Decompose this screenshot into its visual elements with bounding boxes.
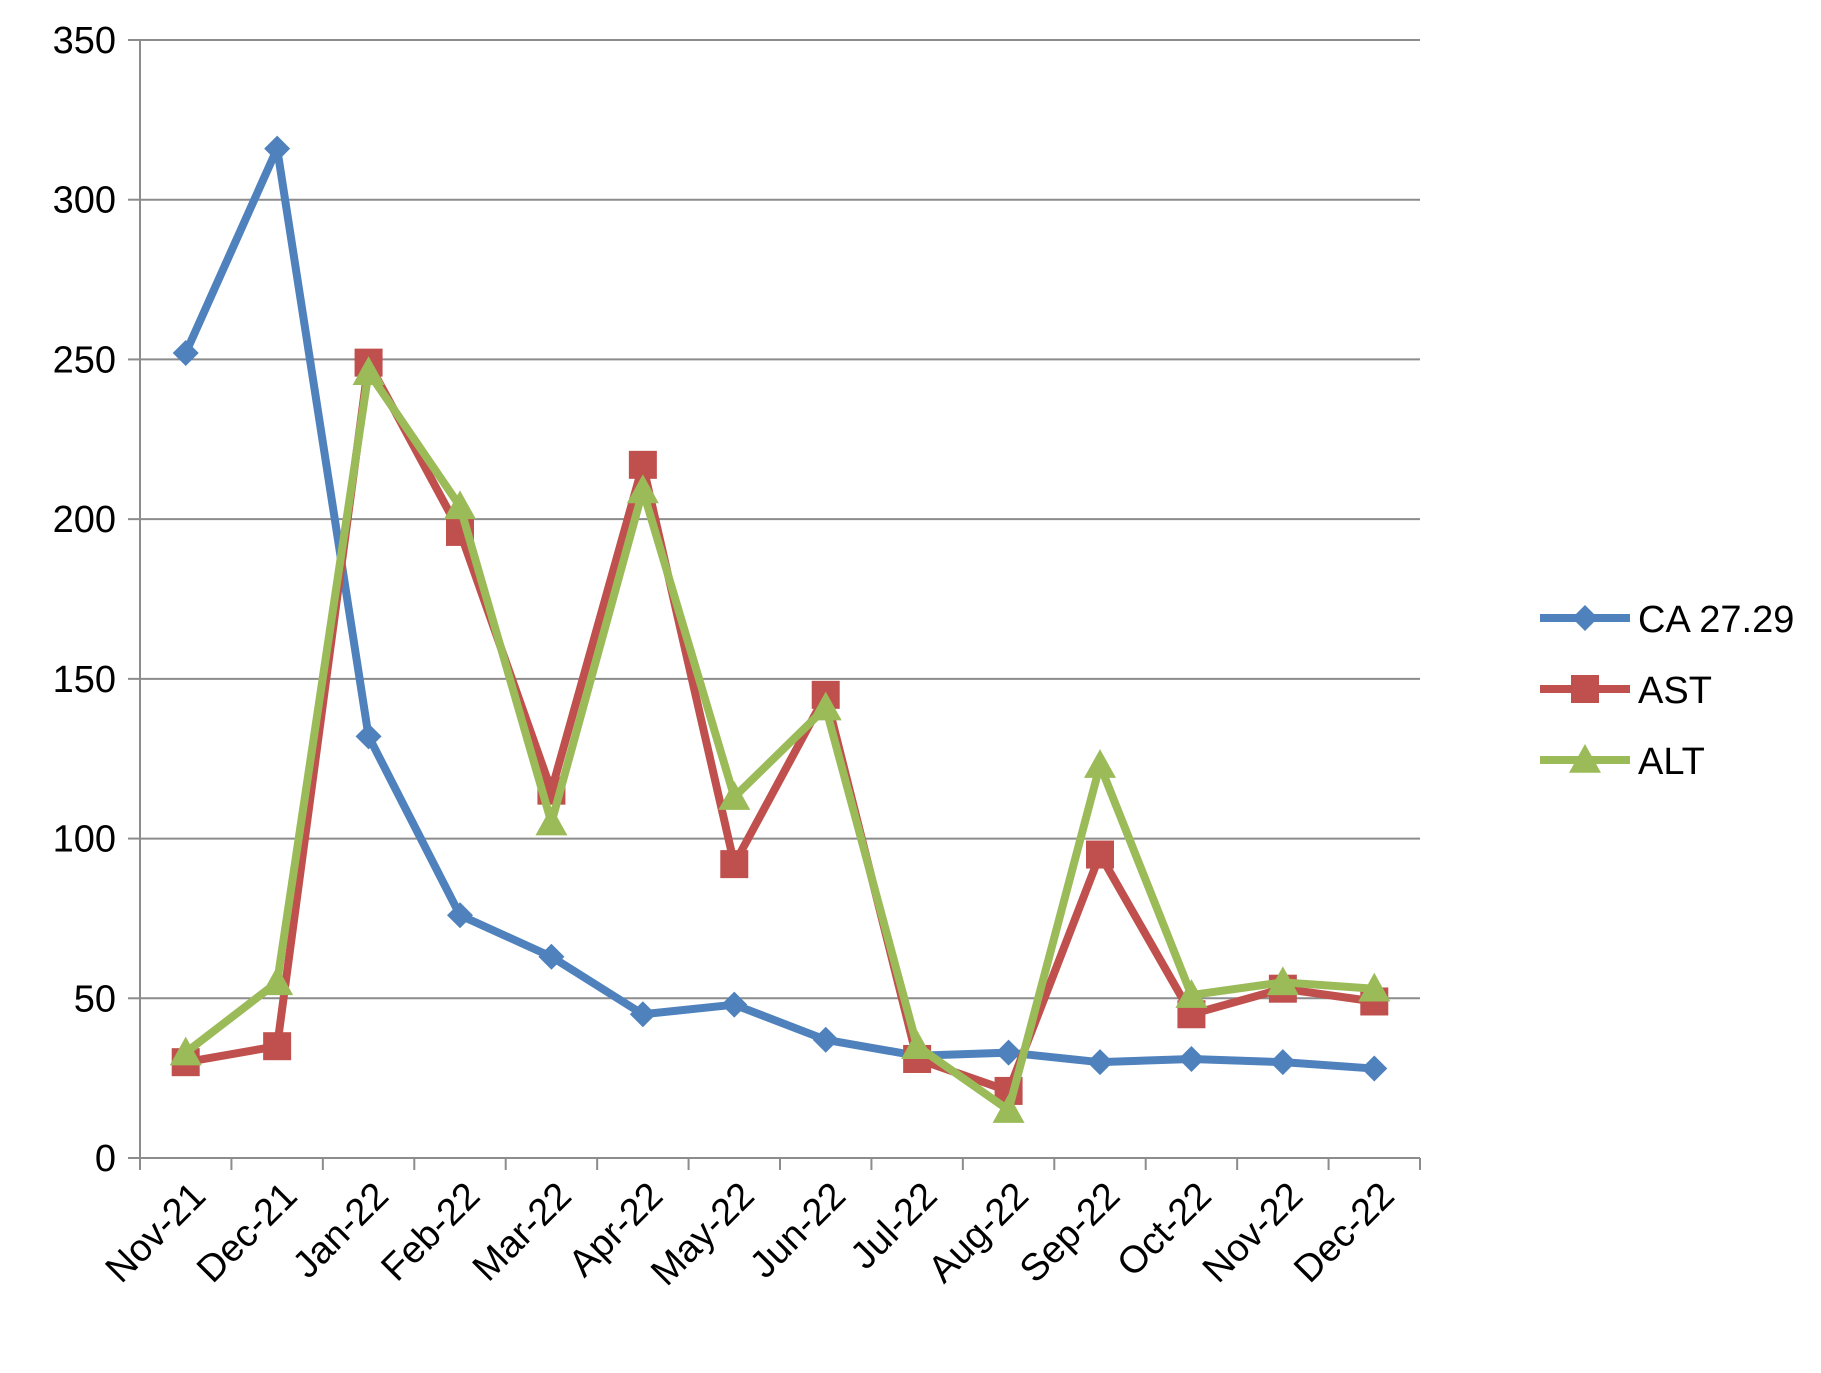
data-point-ast xyxy=(628,450,657,479)
legend-label: ALT xyxy=(1638,741,1705,783)
data-point-alt xyxy=(444,490,476,520)
x-tick-label: Feb-22 xyxy=(374,1175,489,1290)
legend: CA 27.29 AST ALT xyxy=(1540,599,1794,783)
x-tick-label: May-22 xyxy=(643,1175,762,1294)
y-tick-label: 300 xyxy=(53,180,116,222)
data-point-ast xyxy=(1086,840,1114,869)
data-point-ca-27-29 xyxy=(629,1001,656,1028)
series-ca-27-29 xyxy=(172,135,1388,1082)
axes: 0 50 100 150 200 250 300 350 Nov-21Dec-21Jan-22F… xyxy=(53,20,1421,1294)
x-tick-label: Sep-22 xyxy=(1012,1175,1128,1291)
data-point-alt xyxy=(718,781,751,810)
x-tick-label: Mar-22 xyxy=(465,1175,580,1290)
data-point-ca-27-29 xyxy=(812,1026,839,1053)
data-point-alt xyxy=(1084,749,1116,778)
y-tick-label: 100 xyxy=(53,819,116,861)
legend-marker xyxy=(1571,675,1599,703)
data-point-ast xyxy=(263,1032,292,1061)
legend-item-alt: ALT xyxy=(1540,741,1705,783)
x-tick-label: Jun-22 xyxy=(742,1175,854,1287)
data-point-alt xyxy=(352,356,385,386)
legend-marker xyxy=(1572,605,1598,631)
y-tick-label: 250 xyxy=(53,339,116,381)
data-point-alt xyxy=(535,806,568,836)
data-point-ca-27-29 xyxy=(995,1039,1022,1066)
series-lines xyxy=(169,135,1391,1123)
data-point-ca-27-29 xyxy=(721,991,748,1018)
data-point-alt xyxy=(1358,972,1391,1002)
data-point-ca-27-29 xyxy=(538,943,565,970)
y-tick-label: 350 xyxy=(53,20,116,62)
x-tick-label: Jan-22 xyxy=(285,1175,397,1287)
legend-item-ca-27-29: CA 27.29 xyxy=(1540,599,1794,641)
data-point-ca-27-29 xyxy=(264,135,291,162)
legend-label: CA 27.29 xyxy=(1638,599,1794,641)
y-tick-label: 0 xyxy=(95,1138,116,1180)
data-point-alt xyxy=(992,1094,1025,1123)
data-point-alt xyxy=(626,474,659,504)
data-point-ca-27-29 xyxy=(1087,1049,1113,1076)
data-point-ca-27-29 xyxy=(1269,1049,1296,1076)
x-tick-label: Dec-21 xyxy=(189,1175,305,1291)
x-tick-label: Aug-22 xyxy=(921,1175,1037,1291)
x-tick-label: Dec-22 xyxy=(1286,1175,1402,1291)
data-point-alt xyxy=(901,1030,934,1059)
data-point-ca-27-29 xyxy=(1361,1055,1388,1082)
y-tick-label: 200 xyxy=(53,499,116,541)
series-alt xyxy=(169,356,1391,1123)
data-point-alt xyxy=(1266,966,1299,996)
data-point-ca-27-29 xyxy=(172,340,199,367)
y-tick-label: 50 xyxy=(74,978,116,1020)
data-point-ca-27-29 xyxy=(1178,1045,1205,1072)
legend-label: AST xyxy=(1638,670,1712,712)
x-tick-label: Nov-21 xyxy=(98,1175,214,1291)
data-point-ca-27-29 xyxy=(447,902,473,929)
data-point-alt xyxy=(1175,979,1208,1008)
data-point-ca-27-29 xyxy=(355,723,382,750)
x-tick-label: Nov-22 xyxy=(1195,1175,1311,1291)
series-line-ca-27-29 xyxy=(182,144,1375,1073)
gridlines xyxy=(140,39,1420,1000)
legend-marker xyxy=(1569,744,1601,773)
legend-item-ast: AST xyxy=(1540,670,1712,712)
data-point-alt xyxy=(169,1036,202,1066)
data-point-alt xyxy=(809,691,842,721)
series-line-alt xyxy=(183,368,1375,1115)
data-point-ast xyxy=(720,850,749,879)
data-point-alt xyxy=(261,966,294,996)
y-tick-label: 150 xyxy=(53,659,116,701)
